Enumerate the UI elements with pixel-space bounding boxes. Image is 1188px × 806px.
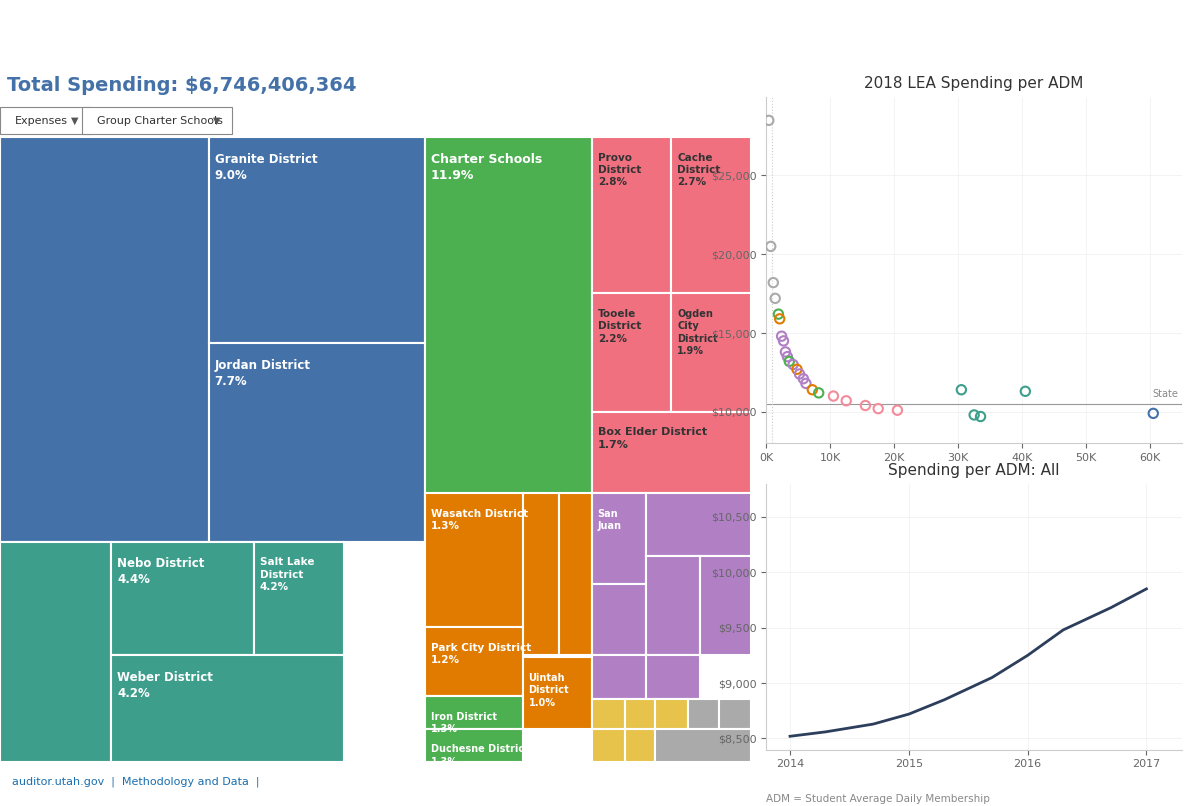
Text: Granite District
9.0%: Granite District 9.0% bbox=[215, 152, 317, 181]
Bar bbox=[592, 293, 671, 412]
Bar bbox=[0, 137, 209, 542]
Point bbox=[764, 276, 783, 289]
Bar bbox=[592, 655, 646, 699]
Bar bbox=[592, 137, 671, 293]
Bar bbox=[625, 729, 655, 762]
Bar bbox=[655, 699, 688, 729]
Bar bbox=[425, 729, 523, 762]
Text: Provo
District
2.8%: Provo District 2.8% bbox=[598, 152, 642, 188]
Bar bbox=[558, 493, 592, 655]
Point bbox=[775, 334, 794, 347]
Bar bbox=[592, 729, 625, 762]
Text: auditor.utah.gov  |  Methodology and Data  |: auditor.utah.gov | Methodology and Data … bbox=[12, 776, 259, 787]
Text: San
Juan: San Juan bbox=[598, 509, 621, 531]
Bar bbox=[523, 493, 558, 655]
Text: Expenses: Expenses bbox=[15, 115, 68, 126]
Bar bbox=[719, 699, 751, 729]
Text: Nebo District
4.4%: Nebo District 4.4% bbox=[118, 558, 204, 587]
Text: Wasatch District
1.3%: Wasatch District 1.3% bbox=[431, 509, 529, 531]
Point bbox=[836, 394, 855, 407]
Bar bbox=[209, 137, 425, 343]
Point bbox=[809, 386, 828, 399]
Text: State: State bbox=[1152, 389, 1178, 399]
Point bbox=[824, 389, 843, 402]
Bar bbox=[425, 696, 523, 729]
Point bbox=[971, 410, 990, 423]
Text: Tooele
District
2.2%: Tooele District 2.2% bbox=[598, 309, 642, 343]
Point bbox=[769, 308, 788, 321]
Text: Iron District
1.3%: Iron District 1.3% bbox=[431, 712, 497, 734]
Point bbox=[965, 409, 984, 422]
Point bbox=[794, 372, 813, 385]
FancyBboxPatch shape bbox=[82, 107, 232, 135]
Bar bbox=[523, 658, 592, 729]
Bar bbox=[646, 555, 700, 655]
Point bbox=[855, 399, 874, 412]
Text: Uintah
District
1.0%: Uintah District 1.0% bbox=[529, 673, 569, 708]
Title: Spending per ADM: All: Spending per ADM: All bbox=[889, 463, 1060, 478]
Point bbox=[762, 240, 781, 253]
Text: Jordan District
7.7%: Jordan District 7.7% bbox=[215, 359, 311, 388]
Bar bbox=[646, 493, 751, 555]
Bar bbox=[646, 655, 700, 699]
Point bbox=[788, 363, 807, 376]
Bar bbox=[254, 542, 343, 655]
Text: ▼: ▼ bbox=[71, 115, 78, 126]
Bar bbox=[592, 412, 751, 493]
Text: ADM = Student Average Daily Membership: ADM = Student Average Daily Membership bbox=[766, 795, 990, 804]
Bar bbox=[112, 655, 343, 762]
Text: Weber District
4.2%: Weber District 4.2% bbox=[118, 671, 213, 700]
Point bbox=[766, 292, 785, 305]
Text: Charter Schools
11.9%: Charter Schools 11.9% bbox=[431, 152, 542, 181]
Point bbox=[887, 404, 906, 417]
Point bbox=[772, 330, 791, 343]
Point bbox=[770, 313, 789, 326]
Text: Box Elder District
1.7%: Box Elder District 1.7% bbox=[598, 427, 707, 450]
Point bbox=[784, 358, 803, 371]
Text: Total Spending: $6,746,406,364: Total Spending: $6,746,406,364 bbox=[7, 76, 356, 95]
Bar bbox=[688, 699, 719, 729]
Bar bbox=[671, 293, 751, 412]
Bar bbox=[0, 542, 112, 762]
Bar bbox=[209, 343, 425, 542]
Point bbox=[779, 355, 798, 368]
Text: Ogden
City
District
1.9%: Ogden City District 1.9% bbox=[677, 309, 718, 356]
Bar bbox=[425, 137, 592, 542]
Text: ▼: ▼ bbox=[214, 115, 221, 126]
Text: Duchesne District
1.3%: Duchesne District 1.3% bbox=[431, 744, 529, 767]
Bar bbox=[655, 729, 751, 762]
Point bbox=[759, 114, 778, 127]
Point bbox=[1016, 384, 1035, 397]
Bar bbox=[592, 584, 646, 655]
Point bbox=[796, 377, 815, 390]
Point bbox=[952, 384, 971, 397]
Bar bbox=[700, 555, 751, 655]
Title: 2018 LEA Spending per ADM: 2018 LEA Spending per ADM bbox=[865, 77, 1083, 91]
Bar bbox=[425, 493, 523, 627]
Bar bbox=[671, 137, 751, 293]
Text: Salt Lake
District
4.2%: Salt Lake District 4.2% bbox=[260, 558, 315, 592]
Text: Total Spending by Local Education Agency: Total Spending by Local Education Agency bbox=[296, 23, 892, 46]
Text: Cache
District
2.7%: Cache District 2.7% bbox=[677, 152, 721, 188]
Text: Group Charter Schools: Group Charter Schools bbox=[97, 115, 223, 126]
Bar bbox=[592, 699, 625, 729]
Bar bbox=[112, 542, 254, 655]
Point bbox=[778, 350, 797, 363]
Point bbox=[803, 384, 822, 397]
Bar bbox=[425, 627, 523, 696]
Bar bbox=[592, 493, 646, 584]
Point bbox=[868, 402, 887, 415]
Bar bbox=[625, 699, 655, 729]
Point bbox=[790, 368, 809, 380]
Point bbox=[776, 346, 795, 359]
Point bbox=[1144, 407, 1163, 420]
Text: Park City District
1.2%: Park City District 1.2% bbox=[431, 643, 531, 666]
FancyBboxPatch shape bbox=[0, 107, 90, 135]
